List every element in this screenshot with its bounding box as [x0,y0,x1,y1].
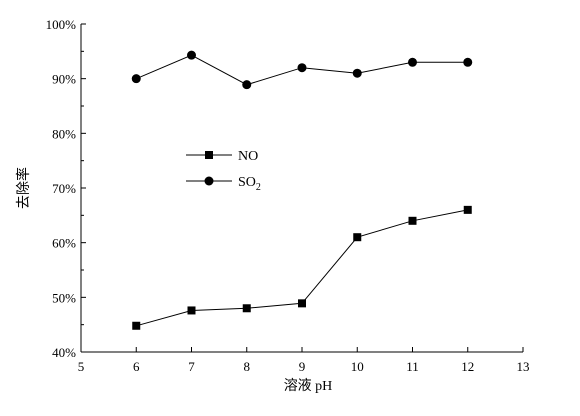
y-tick-label: 90% [52,72,76,87]
series-line-0 [136,209,468,327]
y-axis-ticks: 40% 50% 60% 70% 80% 90% 100% [46,17,86,360]
legend-marker-no [205,151,213,159]
y-tick-label: 80% [52,126,76,141]
data-point-square [187,306,196,315]
data-point-square [353,233,362,242]
data-point-square [463,205,472,214]
x-tick-label: 8 [244,359,251,374]
legend-marker-so2 [204,176,214,186]
data-point-square [242,304,251,313]
x-tick-label: 7 [188,359,195,374]
data-point-circle [297,63,307,73]
x-tick-label: 12 [461,359,474,374]
y-tick-label: 70% [52,181,76,196]
y-axis-title: 去除率 [15,167,32,209]
y-tick-label: 40% [52,345,76,360]
data-point-square [408,216,417,225]
y-tick-label: 60% [52,236,76,251]
legend-label-so2-subscript: 2 [256,182,261,193]
legend: NO SO2 [186,149,261,193]
x-tick-label: 10 [351,359,364,374]
data-point-circle [352,68,362,78]
y-tick-label: 50% [52,290,76,305]
x-tick-label: 13 [517,359,530,374]
legend-label-no: NO [238,149,258,164]
legend-label-so2-text: SO [238,175,256,190]
series-layer [131,50,473,330]
x-tick-label: 9 [299,359,306,374]
data-point-circle [242,80,252,90]
x-tick-label: 5 [78,359,85,374]
x-tick-label: 6 [133,359,140,374]
data-point-square [298,299,306,308]
x-axis-ticks: 5 6 7 8 9 10 11 12 13 [78,347,530,374]
x-tick-label: 11 [406,359,419,374]
data-point-circle [408,57,417,67]
data-point-circle [187,50,196,60]
data-point-circle [463,57,473,67]
x-axis-title: 溶液 pH [284,378,333,394]
y-tick-label: 100% [46,17,77,32]
data-point-circle [131,74,141,84]
data-point-square [132,321,141,330]
legend-label-so2: SO2 [238,175,261,193]
